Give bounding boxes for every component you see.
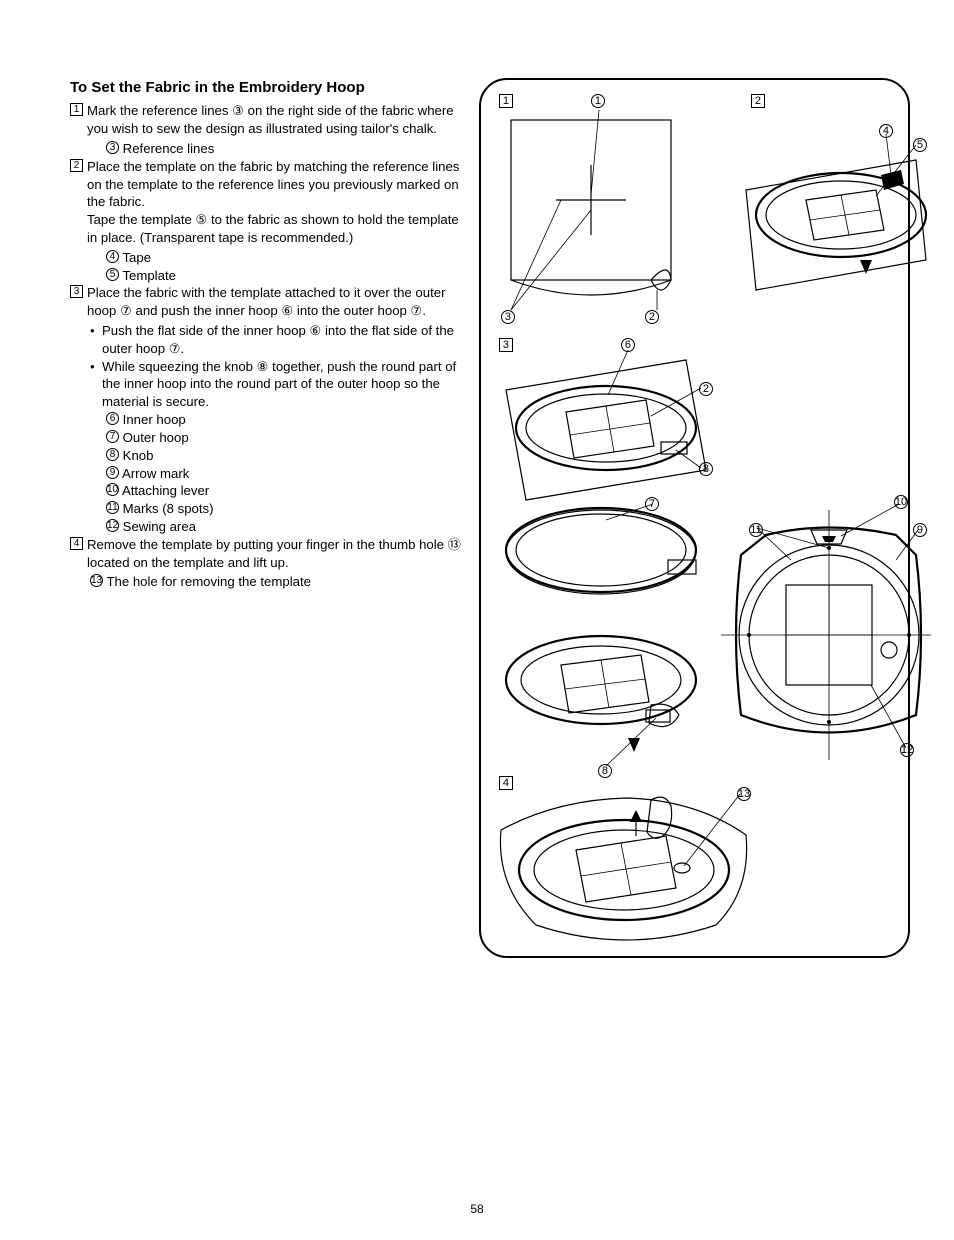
page-root: To Set the Fabric in the Embroidery Hoop… <box>0 0 954 958</box>
step-3-sub6: 6 Inner hoop <box>70 411 463 429</box>
diagram-4-remove <box>496 780 756 960</box>
section-title: To Set the Fabric in the Embroidery Hoop <box>70 78 463 98</box>
step-4-sub13: 13 The hole for removing the template <box>70 573 463 591</box>
diagram-3-topview <box>721 500 931 770</box>
fig-step-2: 2 <box>751 94 765 108</box>
step-4-number: 4 <box>70 537 83 550</box>
step-2-sub5: 5 Template <box>70 267 463 285</box>
step-2-number: 2 <box>70 159 83 172</box>
diagram-1-fabric <box>501 110 701 330</box>
fig-step-1: 1 <box>499 94 513 108</box>
step-1-number: 1 <box>70 103 83 116</box>
diagram-3-knob <box>496 610 726 790</box>
step-2-text-a: Place the template on the fabric by matc… <box>87 159 459 210</box>
step-3-sub8: 8 Knob <box>70 447 463 465</box>
step-3-sub10: 10 Attaching lever <box>70 482 463 500</box>
step-1-sub3: 3 Reference lines <box>70 140 463 158</box>
page-number: 58 <box>0 1202 954 1216</box>
step-1-text: Mark the reference lines ③ on the right … <box>87 102 463 138</box>
step-2: 2 Place the template on the fabric by ma… <box>70 158 463 247</box>
figure-panel: 1 2 3 4 1 3 2 4 5 6 2 8 7 10 11 9 12 8 1… <box>479 78 910 958</box>
step-4: 4 Remove the template by putting your fi… <box>70 536 463 572</box>
step-3-bullet-2: •While squeezing the knob ⑧ together, pu… <box>70 358 463 411</box>
step-3-sub7: 7 Outer hoop <box>70 429 463 447</box>
step-3-sub11: 11 Marks (8 spots) <box>70 500 463 518</box>
step-3: 3 Place the fabric with the template att… <box>70 284 463 320</box>
step-2-text-b: Tape the template ⑤ to the fabric as sho… <box>87 212 459 245</box>
step-3-sub12: 12 Sewing area <box>70 518 463 536</box>
text-column: To Set the Fabric in the Embroidery Hoop… <box>70 78 463 958</box>
step-3-bullet-1: •Push the flat side of the inner hoop ⑥ … <box>70 322 463 358</box>
step-1: 1 Mark the reference lines ③ on the righ… <box>70 102 463 138</box>
fig-callout-1: 1 <box>591 94 605 108</box>
step-2-sub4: 4 Tape <box>70 249 463 267</box>
step-3-sub9: 9 Arrow mark <box>70 465 463 483</box>
step-3-text: Place the fabric with the template attac… <box>87 284 463 320</box>
step-4-text: Remove the template by putting your fing… <box>87 536 463 572</box>
diagram-2-hoop <box>736 120 936 300</box>
step-3-number: 3 <box>70 285 83 298</box>
